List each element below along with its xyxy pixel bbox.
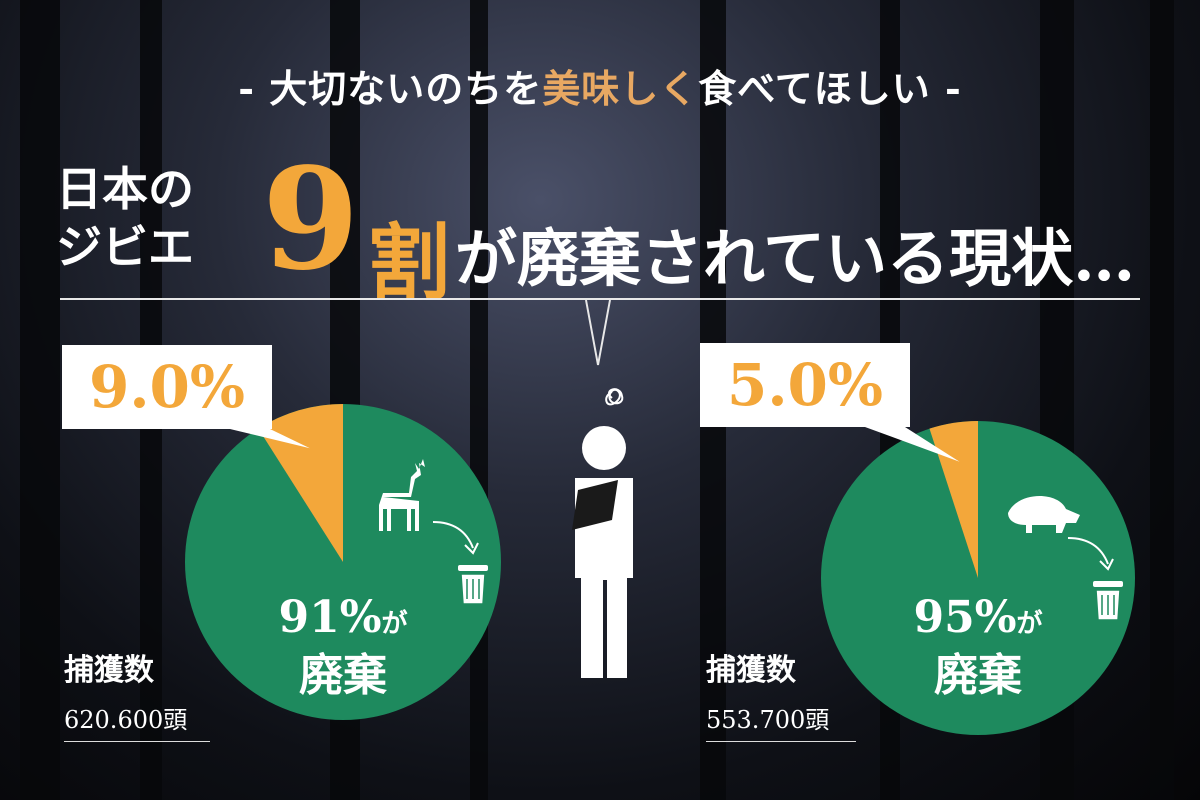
subtitle-suffix: 食べてほしい - <box>698 66 962 111</box>
callout-right-pointer <box>865 427 960 462</box>
arrowhead-icon <box>464 542 479 555</box>
pie-left-suffix: が <box>381 609 408 639</box>
pie-left-slice-used <box>258 404 343 562</box>
title-unit: 割 <box>368 215 451 311</box>
trash-icon-lid <box>458 565 488 571</box>
pie-right-slice-used <box>929 421 978 578</box>
divider <box>60 298 1140 300</box>
pie-right-suffix: が <box>1016 609 1043 639</box>
pie-right-line2: 廃棄 <box>934 650 1022 701</box>
speech-pointer <box>585 299 611 366</box>
boar-icon <box>1008 495 1080 533</box>
arrow-icon <box>1067 537 1109 565</box>
caption-right-label: 捕獲数 <box>706 653 796 688</box>
subtitle-prefix: - 大切ないのちを <box>238 66 543 111</box>
thinking-person-icon <box>572 388 633 678</box>
trash-icon-lid <box>1093 581 1123 587</box>
arrow-icon <box>432 521 474 549</box>
pie-right-percent: 95% <box>913 592 1017 643</box>
trash-icon <box>460 573 486 605</box>
title-number: 9 <box>262 138 360 302</box>
caption-left-value: 620.600頭 <box>64 700 210 742</box>
title-left: 日本の ジビエ <box>56 160 194 276</box>
trash-icon <box>1095 589 1121 621</box>
callout-right: 5.0% <box>700 343 910 427</box>
title-rest: が廃棄されている現状… <box>455 222 1136 295</box>
subtitle-highlight: 美味しく <box>542 66 699 111</box>
title-line1: 日本の <box>56 162 194 216</box>
pie-left-percent: 91% <box>278 592 382 643</box>
pie-right-center-label: 95%が廃棄 <box>878 592 1078 702</box>
pie-left-line2: 廃棄 <box>299 650 387 701</box>
callout-left: 9.0% <box>62 345 272 429</box>
callout-left-pointer <box>230 429 310 449</box>
subtitle: - 大切ないのちを美味しく食べてほしい - <box>0 58 1200 113</box>
title-line2: ジビエ <box>56 220 194 274</box>
pie-left-center-label: 91%が廃棄 <box>243 592 443 702</box>
caption-left-label: 捕獲数 <box>64 653 154 688</box>
deer-icon <box>379 459 425 531</box>
caption-right-value: 553.700頭 <box>706 700 856 742</box>
arrowhead-icon <box>1099 558 1114 571</box>
